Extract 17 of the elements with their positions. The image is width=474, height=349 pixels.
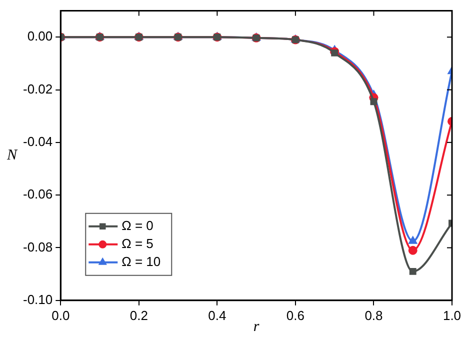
- y-tick-label: -0.06: [22, 186, 53, 202]
- x-tick-label: 0.0: [52, 308, 70, 323]
- y-tick-label: -0.04: [22, 134, 53, 150]
- y-tick-label: 0.00: [27, 28, 53, 44]
- x-tick-label: 1.0: [442, 308, 462, 323]
- legend-label: Ω = 10: [122, 254, 161, 269]
- legend-label: Ω = 0: [122, 218, 154, 233]
- x-tick-label: 0.4: [208, 308, 226, 323]
- y-tick-label: -0.02: [22, 81, 53, 96]
- legend-label: Ω = 5: [122, 236, 154, 251]
- y-tick-label: -0.10: [22, 292, 53, 307]
- x-tick-label: 0.6: [286, 308, 304, 323]
- y-tick-label: -0.08: [22, 239, 53, 254]
- x-tick-label: 0.2: [130, 308, 148, 323]
- y-axis-title: N: [6, 148, 18, 164]
- x-axis-title: r: [253, 318, 260, 335]
- x-tick-label: 0.8: [364, 308, 383, 323]
